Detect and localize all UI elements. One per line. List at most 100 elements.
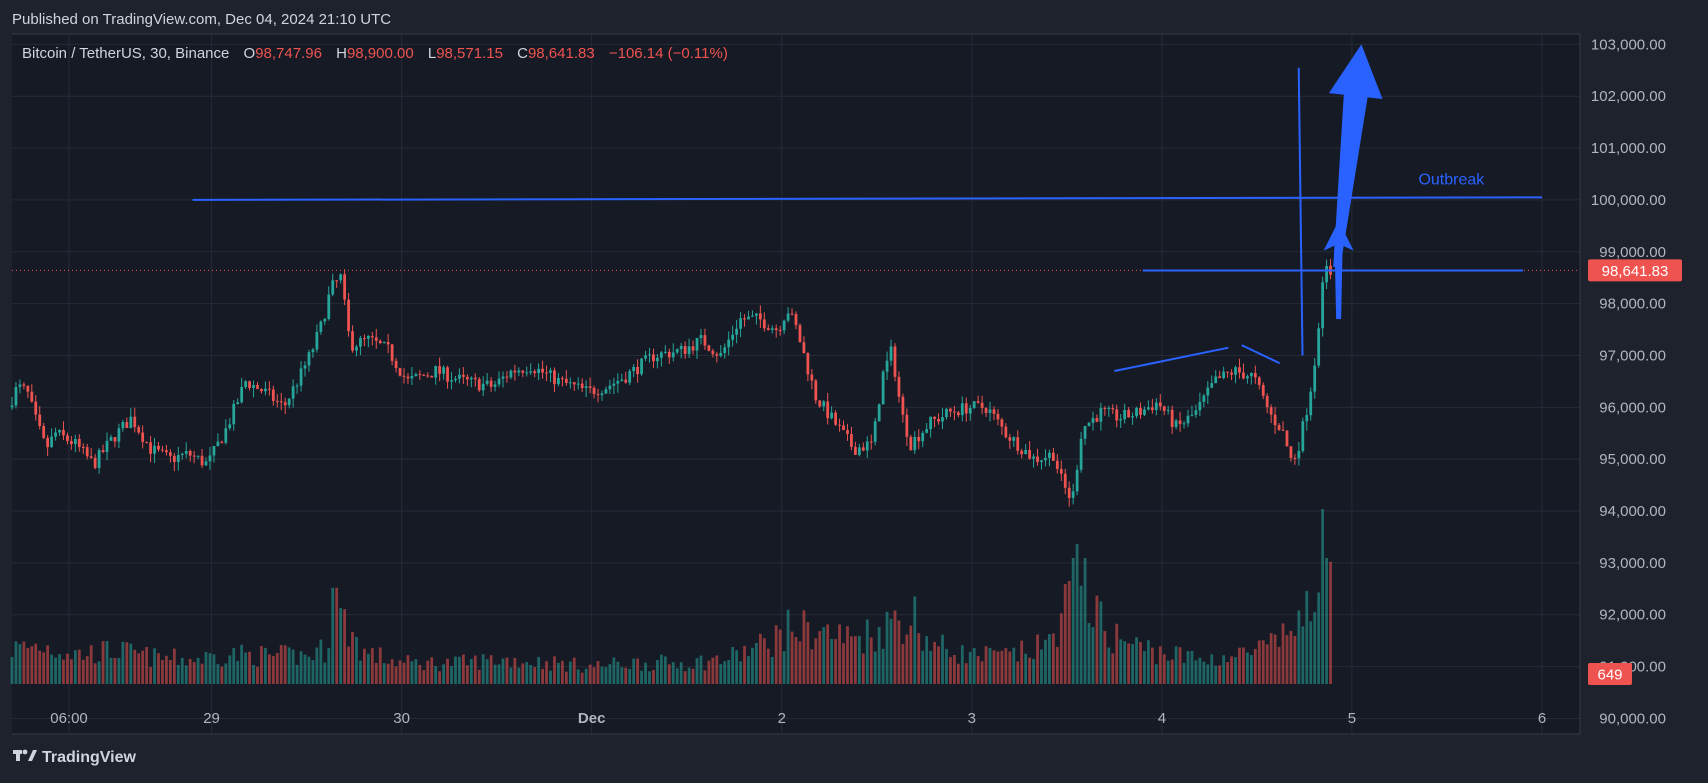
volume-bar: [200, 663, 204, 684]
volume-bar: [620, 667, 624, 684]
volume-bar: [1301, 626, 1305, 684]
volume-bar: [553, 656, 556, 684]
volume-bar: [549, 670, 552, 684]
trend-line-left[interactable]: [1114, 346, 1229, 373]
candle-body: [1317, 328, 1321, 366]
candle-body: [1123, 409, 1127, 420]
volume-bar: [663, 656, 667, 684]
price-tick-label: 95,000.00: [1599, 451, 1666, 468]
drawings[interactable]: Outbreak: [192, 44, 1542, 373]
time-tick-label: 06:00: [50, 710, 88, 727]
candle-body: [933, 416, 936, 419]
volume-bar: [101, 641, 105, 684]
volume-bar: [188, 658, 192, 684]
candle-body: [533, 371, 537, 374]
volume-bar: [648, 671, 651, 684]
candle-body: [394, 360, 398, 369]
volume-bar: [129, 643, 133, 684]
candle-body: [1277, 425, 1281, 430]
volume-bar: [592, 667, 596, 684]
candle-body: [945, 408, 948, 418]
volume-bar: [485, 659, 489, 684]
vertical-line[interactable]: [1297, 67, 1304, 356]
price-tick-label: 101,000.00: [1591, 140, 1666, 157]
time-tick-label: 3: [968, 710, 976, 727]
volume-bar: [992, 650, 996, 684]
trend-line-right[interactable]: [1241, 344, 1281, 365]
volume-bar: [89, 645, 93, 684]
volume-bar: [311, 660, 315, 684]
arrow-small[interactable]: [1323, 220, 1354, 320]
volume-bar: [1055, 646, 1059, 684]
candle-body: [335, 280, 339, 282]
candle-body: [513, 370, 517, 373]
candle-body: [1103, 407, 1107, 409]
volume-bar: [1024, 653, 1028, 684]
volume-bar: [161, 660, 164, 684]
volume-bar: [1008, 651, 1012, 684]
volume-bar: [1166, 660, 1170, 684]
candle-body: [42, 425, 46, 438]
price-axis[interactable]: 103,000.00 102,000.00 101,000.00 100,000.00…: [1579, 34, 1666, 734]
volume-bar: [1289, 630, 1293, 684]
candle-body: [604, 389, 608, 394]
candle-body: [790, 313, 794, 315]
volume-bar: [901, 644, 905, 684]
candle-body: [343, 274, 346, 300]
candle-body: [818, 400, 822, 407]
arrow-big[interactable]: [1328, 44, 1383, 268]
candle-body: [1135, 407, 1138, 417]
candle-body: [659, 352, 663, 358]
volume-bar: [1329, 561, 1332, 684]
volume-bar: [58, 654, 61, 684]
candle-body: [782, 320, 786, 331]
candle-body: [691, 346, 695, 351]
volume-bar: [1020, 640, 1024, 684]
tradingview-logo[interactable]: TradingView: [13, 749, 137, 766]
candle-body: [105, 440, 109, 452]
candle-body: [1186, 415, 1190, 424]
candle-body: [545, 372, 548, 374]
price-tick-label: 93,000.00: [1599, 555, 1666, 572]
candle-body: [232, 403, 236, 425]
volume-bar: [1210, 654, 1214, 684]
candle-body: [208, 455, 212, 462]
volume-bar: [1222, 655, 1226, 684]
candle-body: [1016, 437, 1020, 451]
candle-body: [620, 379, 624, 382]
volume-bar: [184, 665, 188, 684]
candle-body: [735, 328, 738, 335]
volume-bar: [616, 661, 620, 684]
candle-body: [1321, 282, 1325, 329]
volume-bar: [216, 664, 220, 684]
candle-body: [165, 450, 168, 453]
candle-body: [1036, 456, 1039, 462]
high-value: 98,900.00: [347, 45, 414, 62]
candle-body: [1257, 377, 1261, 385]
symbol-legend[interactable]: Bitcoin / TetherUS, 30, Binance O98,747.…: [22, 45, 728, 62]
candle-body: [1222, 371, 1226, 379]
volume-bar: [1178, 647, 1182, 684]
candle-body: [727, 339, 731, 348]
volume-bar: [1071, 557, 1075, 684]
candle-body: [196, 455, 200, 457]
outbreak-label[interactable]: Outbreak: [1418, 171, 1485, 188]
candle-body: [271, 389, 275, 401]
volume-bar: [335, 587, 339, 684]
candle-body: [1119, 419, 1123, 421]
volume-bar: [204, 651, 208, 684]
candle-body: [739, 318, 742, 329]
candle-body: [517, 370, 521, 373]
candle-body: [244, 381, 248, 387]
candle-body: [810, 374, 814, 381]
candle-body: [176, 455, 180, 462]
volume-bar: [327, 648, 331, 684]
candle-body: [1008, 437, 1012, 441]
volume-bar: [1012, 647, 1016, 684]
volume-bar: [762, 638, 766, 684]
resistance-line[interactable]: [192, 196, 1542, 201]
candle-body: [442, 367, 445, 374]
volume-bar: [1214, 665, 1218, 684]
time-axis[interactable]: 06:00 29 30 Dec 2 3 4 5 6: [12, 710, 1580, 735]
